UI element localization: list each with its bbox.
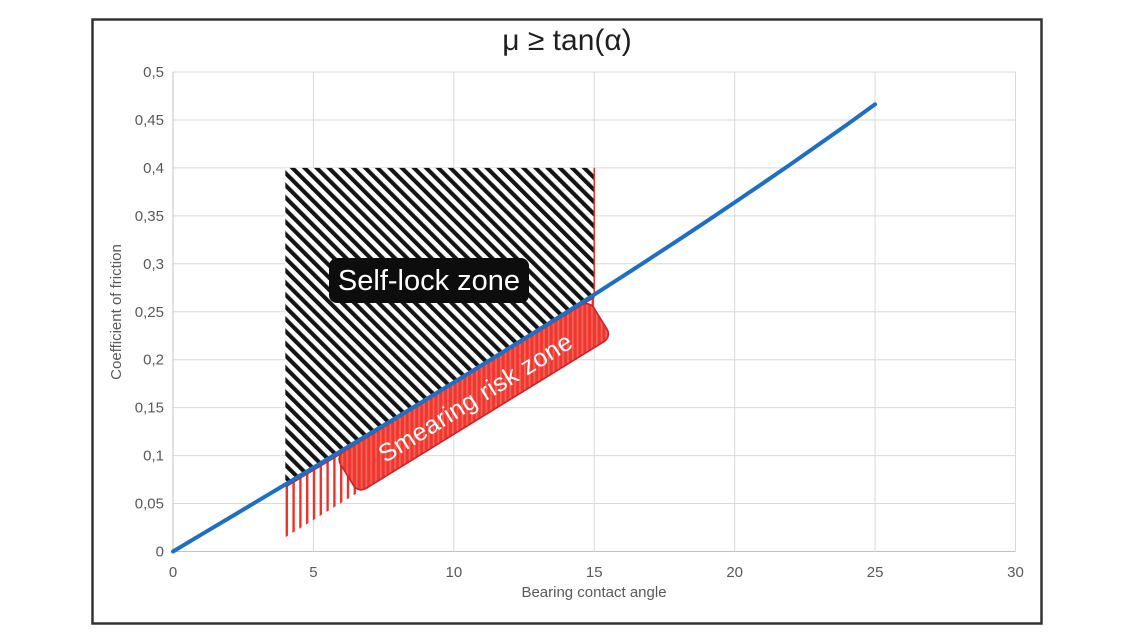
x-tick-label: 5	[309, 564, 317, 581]
x-tick-label: 15	[586, 564, 603, 581]
self-lock-label-group: Self-lock zone	[329, 258, 529, 303]
y-tick-label: 0,15	[135, 400, 164, 417]
y-axis-title: Coefficient of friction	[108, 244, 125, 380]
y-tick-label: 0,4	[143, 160, 164, 177]
self-lock-zone-area	[285, 167, 595, 485]
y-tick-label: 0,35	[135, 208, 164, 225]
x-tick-label: 30	[1007, 564, 1024, 581]
y-tick-label: 0,1	[143, 448, 164, 465]
self-lock-label-box	[329, 258, 529, 303]
series-line-tan-alpha	[171, 102, 878, 554]
y-tick-label: 0,5	[143, 64, 164, 81]
y-tick-label: 0	[156, 544, 164, 561]
x-tick-label: 20	[726, 564, 743, 581]
chart-title: μ ≥ tan(α)	[502, 24, 631, 57]
y-tick-label: 0,45	[135, 112, 164, 129]
tick-labels: 0 0,05 0,1 0,15 0,2 0,25 0,3 0,35 0,4 0,45 0,5 0 5 10…	[135, 64, 1024, 581]
x-axis-title: Bearing contact angle	[521, 584, 666, 601]
self-lock-zone-label: Self-lock zone	[338, 265, 520, 297]
x-tick-label: 25	[867, 564, 884, 581]
x-tick-label: 10	[445, 564, 462, 581]
y-tick-label: 0,3	[143, 256, 164, 273]
y-tick-label: 0,25	[135, 304, 164, 321]
y-tick-label: 0,2	[143, 352, 164, 369]
x-tick-label: 0	[169, 564, 177, 581]
y-tick-label: 0,05	[135, 496, 164, 513]
